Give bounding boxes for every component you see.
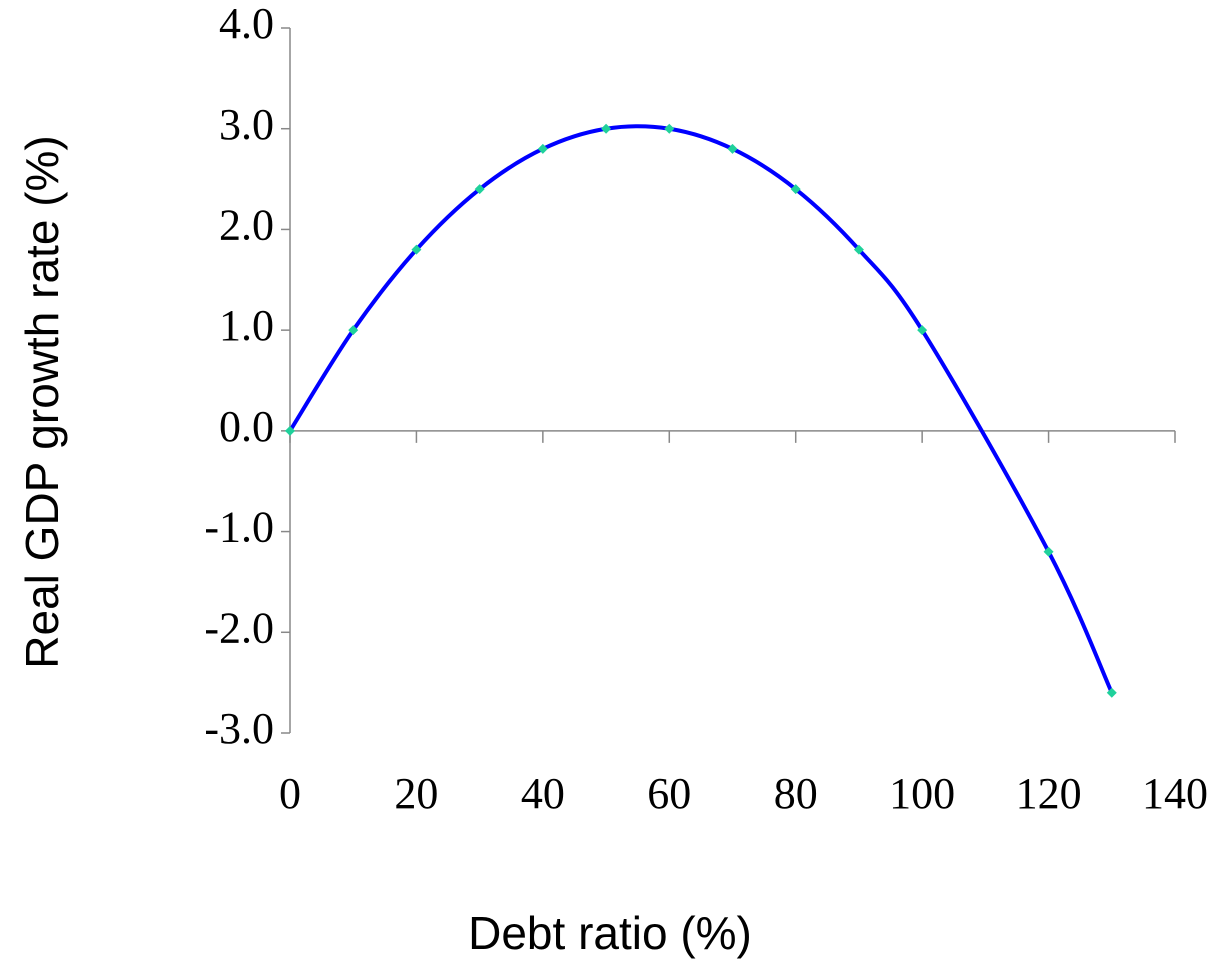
marker — [790, 184, 801, 195]
marker — [664, 123, 675, 134]
marker — [348, 325, 359, 336]
y-tick-label: 0.0 — [219, 402, 274, 451]
y-tick-label: -1.0 — [204, 503, 274, 552]
y-tick-label: -2.0 — [204, 603, 274, 652]
x-axis-title: Debt ratio (%) — [468, 907, 752, 959]
y-tick-label: 4.0 — [219, 0, 274, 48]
x-tick-label: 140 — [1142, 769, 1208, 818]
marker — [537, 143, 548, 154]
y-tick-label: -3.0 — [204, 704, 274, 753]
marker — [1043, 546, 1054, 557]
x-tick-label: 60 — [647, 769, 691, 818]
marker — [474, 184, 485, 195]
x-tick-label: 100 — [889, 769, 955, 818]
marker — [285, 425, 295, 436]
marker — [1106, 687, 1117, 698]
x-tick-label: 40 — [521, 769, 565, 818]
x-tick-label: 20 — [394, 769, 438, 818]
marker — [917, 325, 928, 336]
y-tick-label: 2.0 — [219, 201, 274, 250]
marker — [411, 244, 422, 255]
marker — [601, 123, 612, 134]
x-tick-label: 80 — [774, 769, 818, 818]
marker — [853, 244, 864, 255]
y-tick-label: 3.0 — [219, 100, 274, 149]
x-tick-label: 0 — [279, 769, 301, 818]
line — [288, 124, 1114, 694]
y-tick-label: 1.0 — [219, 301, 274, 350]
y-axis-title: Real GDP growth rate (%) — [16, 135, 68, 668]
x-tick-label: 120 — [1016, 769, 1082, 818]
marker — [727, 143, 738, 154]
